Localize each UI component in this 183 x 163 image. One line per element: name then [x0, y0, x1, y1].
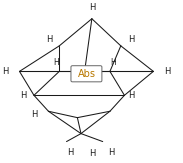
Text: H: H	[31, 110, 38, 119]
Text: H: H	[128, 91, 134, 100]
Text: H: H	[128, 35, 134, 44]
Text: H: H	[164, 67, 171, 76]
Text: H: H	[110, 58, 116, 67]
FancyBboxPatch shape	[71, 66, 102, 82]
Text: H: H	[109, 148, 115, 157]
Text: H: H	[89, 3, 95, 12]
Text: H: H	[54, 58, 59, 67]
Text: Abs: Abs	[77, 69, 95, 79]
Text: H: H	[47, 35, 53, 44]
Text: H: H	[20, 91, 27, 100]
Text: H: H	[89, 149, 95, 158]
Text: H: H	[2, 67, 9, 76]
Text: H: H	[67, 148, 73, 157]
